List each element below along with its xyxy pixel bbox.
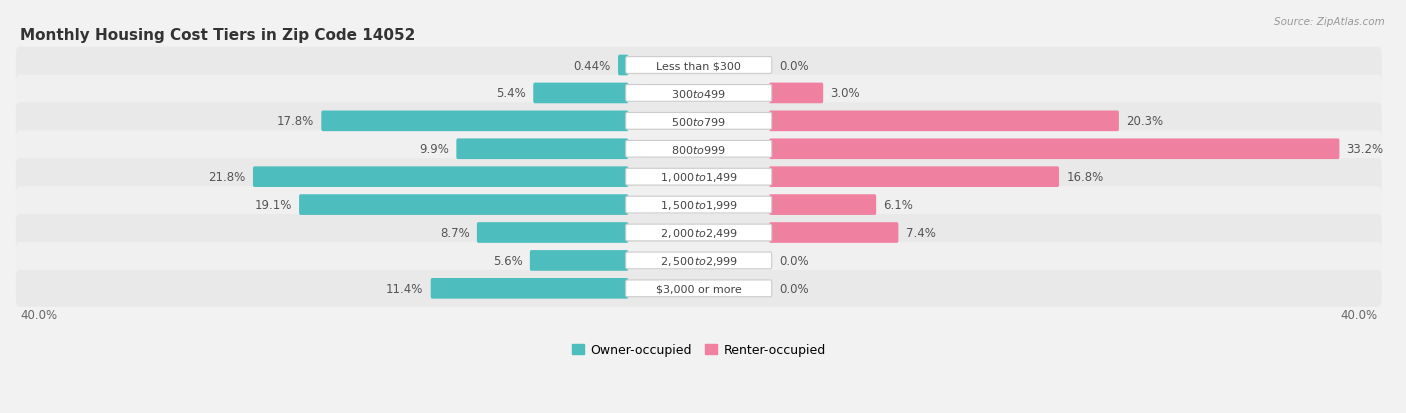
Text: 16.8%: 16.8% xyxy=(1066,171,1104,184)
FancyBboxPatch shape xyxy=(769,223,898,243)
FancyBboxPatch shape xyxy=(253,167,628,188)
Text: $500 to $799: $500 to $799 xyxy=(671,116,727,128)
Text: $300 to $499: $300 to $499 xyxy=(671,88,727,100)
Text: 5.4%: 5.4% xyxy=(496,87,526,100)
FancyBboxPatch shape xyxy=(15,215,1382,252)
FancyBboxPatch shape xyxy=(626,169,772,185)
FancyBboxPatch shape xyxy=(15,187,1382,223)
Text: $3,000 or more: $3,000 or more xyxy=(655,284,741,294)
FancyBboxPatch shape xyxy=(626,141,772,158)
FancyBboxPatch shape xyxy=(15,242,1382,279)
Text: 0.0%: 0.0% xyxy=(779,282,808,295)
Text: 9.9%: 9.9% xyxy=(419,143,449,156)
FancyBboxPatch shape xyxy=(15,75,1382,112)
FancyBboxPatch shape xyxy=(619,55,628,76)
FancyBboxPatch shape xyxy=(477,223,628,243)
Text: 40.0%: 40.0% xyxy=(20,309,58,322)
FancyBboxPatch shape xyxy=(769,111,1119,132)
FancyBboxPatch shape xyxy=(626,225,772,241)
Text: 3.0%: 3.0% xyxy=(831,87,860,100)
FancyBboxPatch shape xyxy=(769,83,823,104)
Text: 40.0%: 40.0% xyxy=(1340,309,1378,322)
Text: 8.7%: 8.7% xyxy=(440,226,470,240)
FancyBboxPatch shape xyxy=(626,113,772,130)
Text: 5.6%: 5.6% xyxy=(494,254,523,267)
FancyBboxPatch shape xyxy=(626,197,772,214)
Text: Less than $300: Less than $300 xyxy=(657,61,741,71)
Text: 0.44%: 0.44% xyxy=(574,59,610,72)
FancyBboxPatch shape xyxy=(530,251,628,271)
Text: 6.1%: 6.1% xyxy=(883,199,914,211)
FancyBboxPatch shape xyxy=(299,195,628,216)
FancyBboxPatch shape xyxy=(769,139,1340,160)
FancyBboxPatch shape xyxy=(626,280,772,297)
Text: 0.0%: 0.0% xyxy=(779,59,808,72)
FancyBboxPatch shape xyxy=(15,103,1382,140)
Text: 7.4%: 7.4% xyxy=(905,226,935,240)
FancyBboxPatch shape xyxy=(769,167,1059,188)
Text: $1,000 to $1,499: $1,000 to $1,499 xyxy=(659,171,738,184)
FancyBboxPatch shape xyxy=(769,195,876,216)
Text: 0.0%: 0.0% xyxy=(779,254,808,267)
FancyBboxPatch shape xyxy=(15,270,1382,307)
Text: Source: ZipAtlas.com: Source: ZipAtlas.com xyxy=(1274,17,1385,26)
FancyBboxPatch shape xyxy=(15,159,1382,196)
FancyBboxPatch shape xyxy=(626,85,772,102)
Text: 20.3%: 20.3% xyxy=(1126,115,1163,128)
FancyBboxPatch shape xyxy=(322,111,628,132)
FancyBboxPatch shape xyxy=(15,47,1382,84)
FancyBboxPatch shape xyxy=(533,83,628,104)
Text: 33.2%: 33.2% xyxy=(1347,143,1384,156)
FancyBboxPatch shape xyxy=(15,131,1382,168)
FancyBboxPatch shape xyxy=(457,139,628,160)
FancyBboxPatch shape xyxy=(626,57,772,74)
FancyBboxPatch shape xyxy=(626,252,772,269)
Text: 19.1%: 19.1% xyxy=(254,199,292,211)
FancyBboxPatch shape xyxy=(430,278,628,299)
Text: $2,500 to $2,999: $2,500 to $2,999 xyxy=(659,254,738,267)
Text: Monthly Housing Cost Tiers in Zip Code 14052: Monthly Housing Cost Tiers in Zip Code 1… xyxy=(20,28,416,43)
Text: 17.8%: 17.8% xyxy=(277,115,314,128)
Text: 11.4%: 11.4% xyxy=(387,282,423,295)
Text: $800 to $999: $800 to $999 xyxy=(671,143,727,155)
Text: $1,500 to $1,999: $1,500 to $1,999 xyxy=(659,199,738,211)
Text: $2,000 to $2,499: $2,000 to $2,499 xyxy=(659,226,738,240)
Text: 21.8%: 21.8% xyxy=(208,171,246,184)
Legend: Owner-occupied, Renter-occupied: Owner-occupied, Renter-occupied xyxy=(567,338,831,361)
